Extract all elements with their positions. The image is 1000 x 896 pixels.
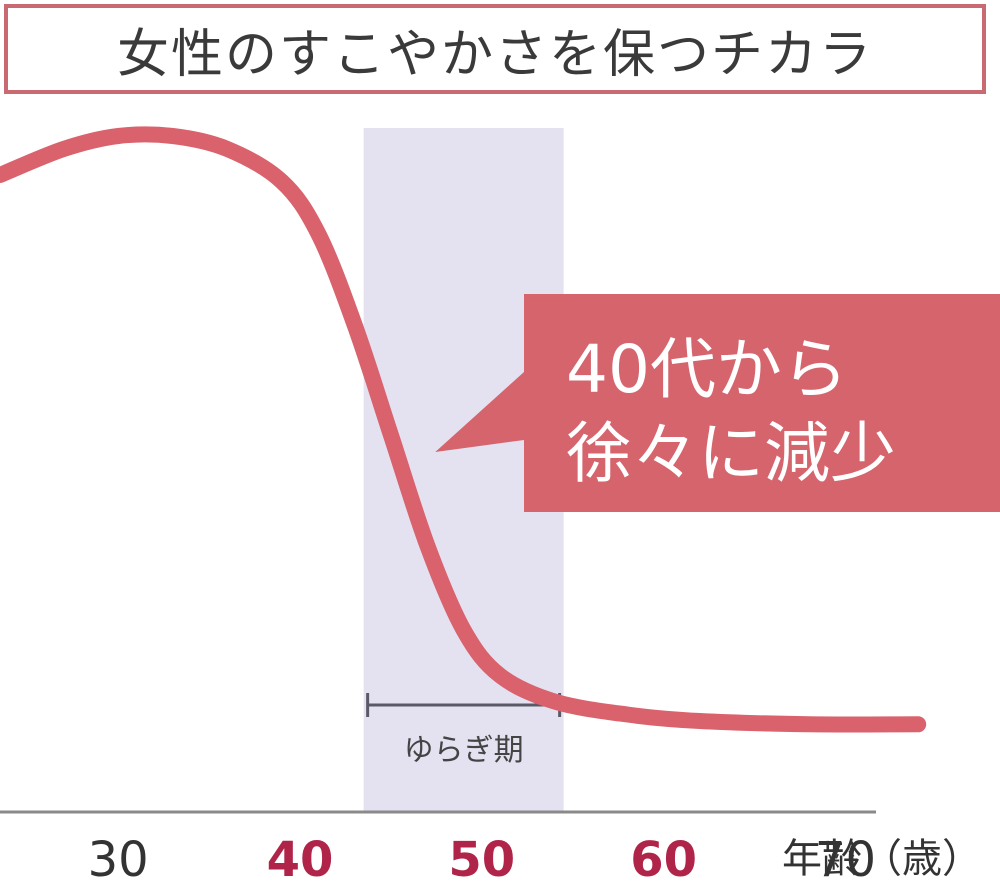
x-tick-label-60: 60 (630, 832, 697, 888)
x-tick-labels: 30 40 50 60 70 (88, 832, 876, 888)
x-tick-label-40: 40 (267, 832, 334, 888)
x-tick-label-50: 50 (448, 832, 515, 888)
callout-annotation: 40代から 徐々に減少 (435, 294, 1000, 512)
chart-title: 女性のすこやかさを保つチカラ (116, 24, 873, 85)
x-axis-label: 年齢（歳） (782, 836, 982, 882)
callout-bubble (435, 294, 1000, 512)
series-line (0, 126, 927, 733)
x-tick-label-70: 70 (815, 832, 876, 888)
x-tick-label-30: 30 (88, 832, 149, 888)
callout-text-line2: 徐々に減少 (566, 415, 896, 492)
chart-title-box: 女性のすこやかさを保つチカラ (4, 4, 986, 94)
period-label: ゆらぎ期 (404, 733, 524, 768)
callout-text-line1: 40代から (566, 331, 848, 408)
